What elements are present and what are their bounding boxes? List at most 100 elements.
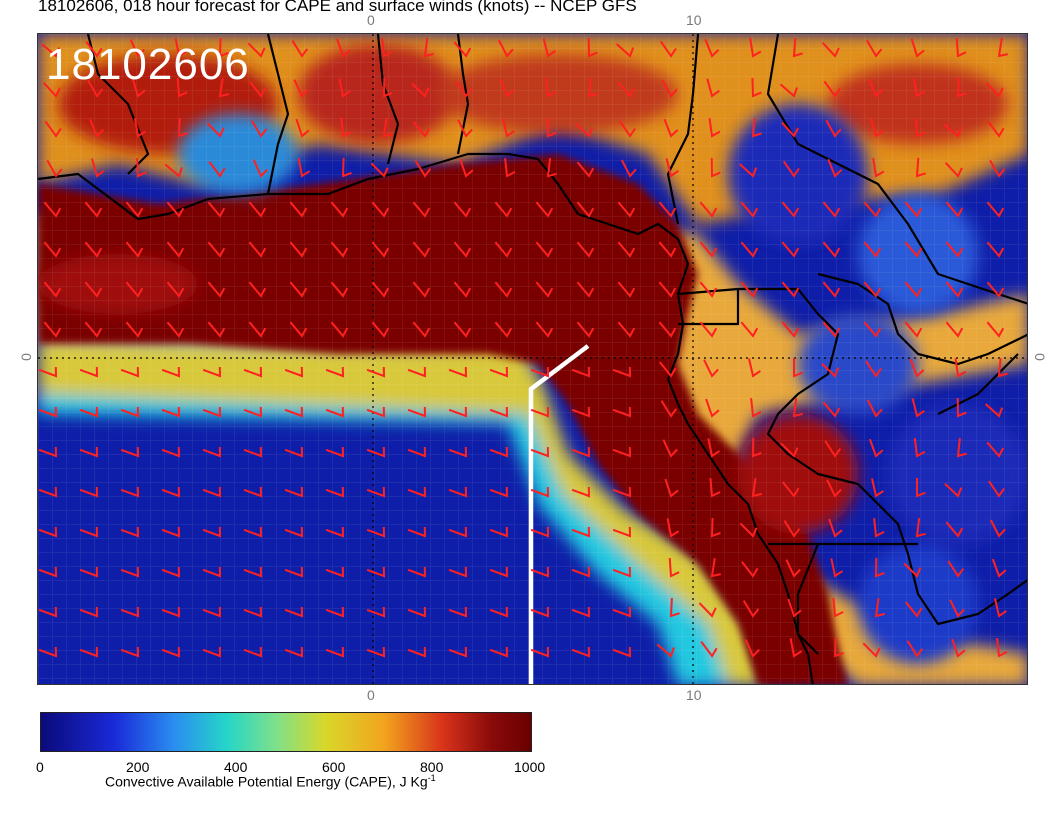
wind-barb bbox=[906, 640, 924, 658]
wind-barb bbox=[448, 566, 468, 578]
wind-barb bbox=[161, 366, 181, 378]
wind-barb bbox=[497, 39, 514, 58]
wind-barb bbox=[161, 406, 181, 418]
wind-barb bbox=[822, 241, 841, 258]
wind-barb bbox=[944, 162, 963, 178]
wind-barb bbox=[494, 201, 513, 218]
wind-barb bbox=[658, 321, 677, 338]
wind-barb bbox=[781, 201, 800, 218]
wind-barb bbox=[949, 599, 965, 618]
wind-barb bbox=[945, 321, 964, 338]
wind-barb bbox=[612, 446, 632, 458]
wind-barb bbox=[828, 518, 843, 538]
wind-barb bbox=[79, 526, 99, 538]
wind-barb bbox=[284, 646, 304, 658]
wind-barb bbox=[366, 446, 386, 458]
wind-barb bbox=[571, 606, 591, 618]
wind-barb bbox=[340, 118, 352, 138]
wind-barb bbox=[660, 400, 678, 418]
wind-barb bbox=[161, 646, 181, 658]
wind-barb bbox=[987, 121, 1005, 138]
wind-barb bbox=[91, 158, 105, 178]
wind-barb bbox=[87, 79, 104, 98]
wind-barb bbox=[79, 606, 99, 618]
wind-barb bbox=[955, 37, 967, 58]
wind-barb bbox=[868, 438, 884, 458]
wind-barb bbox=[453, 201, 472, 218]
wind-barb bbox=[587, 37, 598, 58]
wind-barb bbox=[703, 359, 719, 378]
wind-barb bbox=[38, 406, 58, 418]
wind-barb bbox=[43, 281, 62, 298]
wind-barb bbox=[38, 566, 58, 578]
wind-barb bbox=[243, 566, 263, 578]
wind-barb bbox=[120, 526, 140, 538]
bottom-axis-tick-0: 0 bbox=[367, 687, 375, 703]
wind-barb bbox=[954, 358, 967, 378]
wind-barb bbox=[710, 517, 721, 538]
wind-barb bbox=[453, 241, 472, 258]
wind-barb bbox=[489, 486, 509, 498]
wind-barb bbox=[740, 201, 759, 218]
wind-barb bbox=[576, 321, 595, 338]
wind-barb bbox=[125, 241, 144, 258]
wind-barb bbox=[742, 600, 760, 618]
wind-barb bbox=[612, 606, 632, 618]
wind-barb bbox=[985, 82, 1004, 98]
wind-barb bbox=[571, 566, 591, 578]
wind-barb bbox=[129, 39, 146, 58]
wind-barb bbox=[740, 321, 759, 338]
wind-barb bbox=[576, 241, 595, 258]
wind-barb bbox=[751, 118, 762, 138]
wind-barb bbox=[915, 157, 926, 178]
wind-barb bbox=[381, 37, 393, 58]
wind-barb bbox=[407, 406, 427, 418]
wind-barb bbox=[120, 366, 140, 378]
wind-barb bbox=[751, 478, 763, 498]
wind-barb bbox=[866, 39, 883, 58]
wind-barb bbox=[997, 358, 1008, 378]
wind-barb bbox=[793, 358, 803, 378]
wind-barb bbox=[700, 641, 718, 658]
wind-barb bbox=[44, 120, 62, 138]
wind-barb bbox=[84, 321, 103, 338]
wind-barb bbox=[176, 77, 188, 98]
wind-barb bbox=[535, 241, 554, 258]
wind-barb bbox=[489, 526, 509, 538]
wind-barb bbox=[382, 77, 393, 98]
colorbar-tick-800: 800 bbox=[420, 759, 444, 775]
wind-barb bbox=[330, 201, 349, 218]
wind-barb bbox=[41, 43, 60, 58]
top-axis-tick-0: 0 bbox=[367, 12, 375, 28]
wind-barb bbox=[912, 78, 926, 98]
wind-barb bbox=[248, 241, 267, 258]
wind-barb bbox=[284, 366, 304, 378]
wind-barb bbox=[79, 406, 99, 418]
wind-barb bbox=[325, 446, 345, 458]
wind-barb bbox=[502, 118, 515, 138]
wind-barb bbox=[448, 366, 468, 378]
wind-barb bbox=[284, 526, 304, 538]
wind-barb bbox=[945, 281, 964, 298]
wind-barb bbox=[656, 643, 675, 658]
wind-barb bbox=[366, 566, 386, 578]
wind-barb bbox=[571, 446, 591, 458]
wind-barb bbox=[781, 481, 800, 498]
colorbar-tick-600: 600 bbox=[322, 759, 346, 775]
wind-barb bbox=[576, 281, 595, 298]
wind-barb bbox=[862, 642, 881, 658]
wind-barb bbox=[202, 526, 222, 538]
wind-barb bbox=[366, 526, 386, 538]
wind-barb bbox=[489, 606, 509, 618]
wind-barb bbox=[371, 241, 390, 258]
wind-barb bbox=[366, 366, 386, 378]
wind-barb bbox=[530, 526, 550, 538]
wind-barb bbox=[202, 366, 222, 378]
wind-barb bbox=[38, 486, 58, 498]
wind-barb bbox=[38, 446, 58, 458]
wind-barb bbox=[504, 157, 516, 178]
wind-barb bbox=[338, 78, 352, 98]
cape-colorbar bbox=[40, 712, 532, 752]
wind-barb bbox=[612, 406, 632, 418]
wind-barb bbox=[297, 158, 311, 178]
